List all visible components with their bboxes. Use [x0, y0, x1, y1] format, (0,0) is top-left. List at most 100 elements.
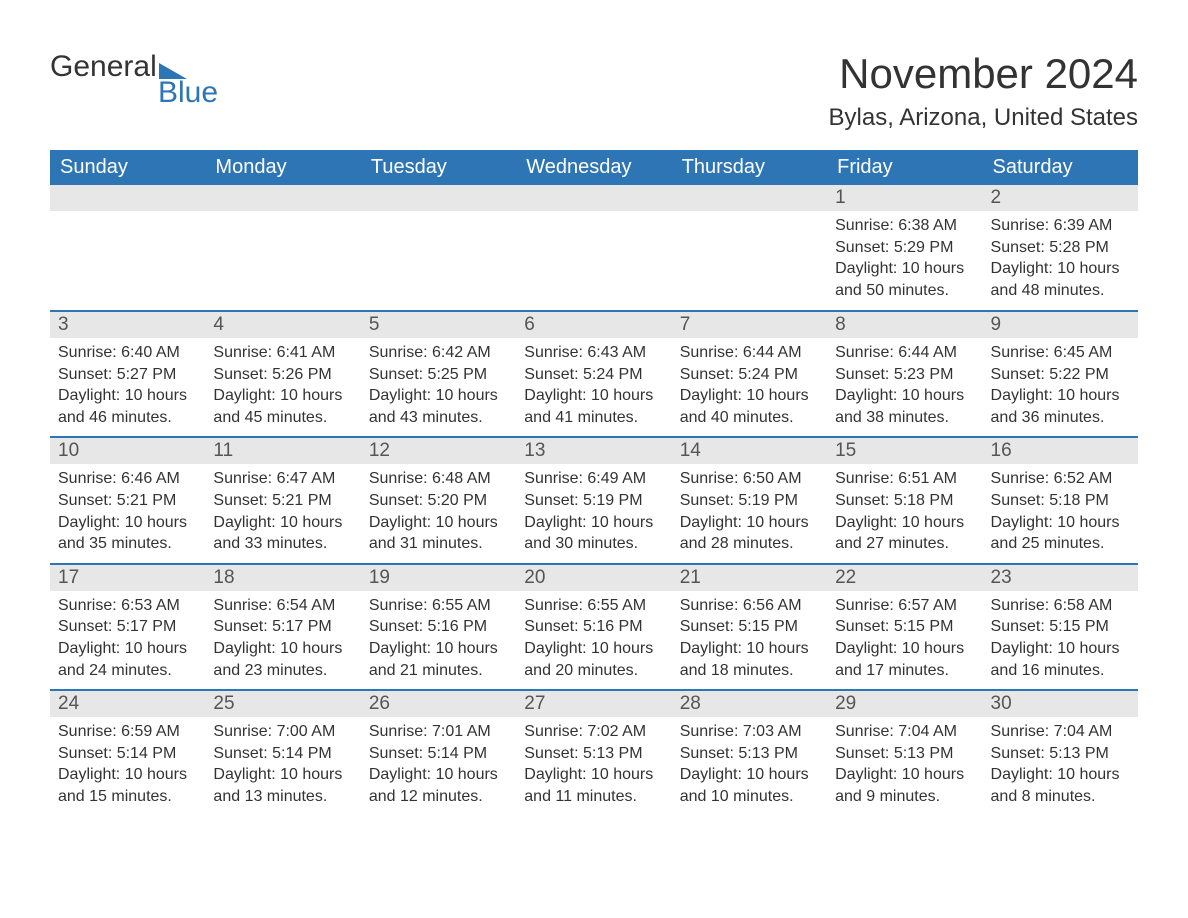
sunset-line: Sunset: 5:24 PM [524, 364, 663, 386]
sunset-line: Sunset: 5:26 PM [213, 364, 352, 386]
sunrise-line: Sunrise: 7:04 AM [835, 721, 974, 743]
day-details: Sunrise: 7:02 AMSunset: 5:13 PMDaylight:… [516, 717, 671, 815]
sunrise-line: Sunrise: 6:46 AM [58, 468, 197, 490]
weekday-header: Tuesday [361, 150, 516, 185]
weekday-header: Saturday [983, 150, 1138, 185]
calendar-cell [672, 185, 827, 311]
sunset-line: Sunset: 5:29 PM [835, 237, 974, 259]
sunset-line: Sunset: 5:14 PM [58, 743, 197, 765]
calendar-cell: 12Sunrise: 6:48 AMSunset: 5:20 PMDayligh… [361, 437, 516, 563]
day-details: Sunrise: 6:44 AMSunset: 5:24 PMDaylight:… [672, 338, 827, 436]
calendar-cell: 15Sunrise: 6:51 AMSunset: 5:18 PMDayligh… [827, 437, 982, 563]
logo-text-2: Blue [158, 76, 218, 110]
day-number: 3 [50, 312, 205, 338]
sunrise-line: Sunrise: 6:58 AM [991, 595, 1130, 617]
calendar-week-row: 24Sunrise: 6:59 AMSunset: 5:14 PMDayligh… [50, 690, 1138, 816]
calendar-cell: 11Sunrise: 6:47 AMSunset: 5:21 PMDayligh… [205, 437, 360, 563]
day-number: 19 [361, 565, 516, 591]
sunrise-line: Sunrise: 6:41 AM [213, 342, 352, 364]
sunset-line: Sunset: 5:18 PM [835, 490, 974, 512]
page-title: November 2024 [829, 50, 1139, 98]
calendar-cell: 24Sunrise: 6:59 AMSunset: 5:14 PMDayligh… [50, 690, 205, 816]
day-details: Sunrise: 7:01 AMSunset: 5:14 PMDaylight:… [361, 717, 516, 815]
day-details: Sunrise: 6:55 AMSunset: 5:16 PMDaylight:… [516, 591, 671, 689]
day-number: 14 [672, 438, 827, 464]
calendar-cell: 23Sunrise: 6:58 AMSunset: 5:15 PMDayligh… [983, 564, 1138, 690]
sunrise-line: Sunrise: 7:01 AM [369, 721, 508, 743]
calendar-cell [50, 185, 205, 311]
sunset-line: Sunset: 5:21 PM [58, 490, 197, 512]
daylight-line: Daylight: 10 hours and 33 minutes. [213, 512, 352, 555]
calendar-cell [361, 185, 516, 311]
weekday-header: Friday [827, 150, 982, 185]
daylight-line: Daylight: 10 hours and 9 minutes. [835, 764, 974, 807]
sunset-line: Sunset: 5:28 PM [991, 237, 1130, 259]
day-details: Sunrise: 6:40 AMSunset: 5:27 PMDaylight:… [50, 338, 205, 436]
day-number: 4 [205, 312, 360, 338]
sunrise-line: Sunrise: 6:48 AM [369, 468, 508, 490]
sunset-line: Sunset: 5:16 PM [524, 616, 663, 638]
calendar-cell [205, 185, 360, 311]
day-number: 20 [516, 565, 671, 591]
daylight-line: Daylight: 10 hours and 8 minutes. [991, 764, 1130, 807]
sunrise-line: Sunrise: 6:44 AM [835, 342, 974, 364]
day-details: Sunrise: 7:04 AMSunset: 5:13 PMDaylight:… [827, 717, 982, 815]
day-number: 24 [50, 691, 205, 717]
day-details: Sunrise: 6:52 AMSunset: 5:18 PMDaylight:… [983, 464, 1138, 562]
day-number: 6 [516, 312, 671, 338]
sunset-line: Sunset: 5:25 PM [369, 364, 508, 386]
day-number: 27 [516, 691, 671, 717]
sunset-line: Sunset: 5:14 PM [369, 743, 508, 765]
calendar-cell: 6Sunrise: 6:43 AMSunset: 5:24 PMDaylight… [516, 311, 671, 437]
daylight-line: Daylight: 10 hours and 41 minutes. [524, 385, 663, 428]
day-number: 23 [983, 565, 1138, 591]
empty-day-header [361, 185, 516, 211]
daylight-line: Daylight: 10 hours and 12 minutes. [369, 764, 508, 807]
sunset-line: Sunset: 5:19 PM [524, 490, 663, 512]
sunrise-line: Sunrise: 6:54 AM [213, 595, 352, 617]
day-number: 5 [361, 312, 516, 338]
day-number: 1 [827, 185, 982, 211]
day-details: Sunrise: 6:55 AMSunset: 5:16 PMDaylight:… [361, 591, 516, 689]
day-details: Sunrise: 6:57 AMSunset: 5:15 PMDaylight:… [827, 591, 982, 689]
day-number: 15 [827, 438, 982, 464]
sunrise-line: Sunrise: 6:38 AM [835, 215, 974, 237]
weekday-header: Monday [205, 150, 360, 185]
sunset-line: Sunset: 5:13 PM [835, 743, 974, 765]
daylight-line: Daylight: 10 hours and 50 minutes. [835, 258, 974, 301]
logo-text-1: General [50, 50, 157, 84]
daylight-line: Daylight: 10 hours and 31 minutes. [369, 512, 508, 555]
sunset-line: Sunset: 5:13 PM [991, 743, 1130, 765]
sunset-line: Sunset: 5:23 PM [835, 364, 974, 386]
calendar-cell [516, 185, 671, 311]
day-details: Sunrise: 6:49 AMSunset: 5:19 PMDaylight:… [516, 464, 671, 562]
sunrise-line: Sunrise: 6:49 AM [524, 468, 663, 490]
calendar-week-row: 10Sunrise: 6:46 AMSunset: 5:21 PMDayligh… [50, 437, 1138, 563]
sunrise-line: Sunrise: 7:04 AM [991, 721, 1130, 743]
daylight-line: Daylight: 10 hours and 21 minutes. [369, 638, 508, 681]
sunset-line: Sunset: 5:15 PM [835, 616, 974, 638]
calendar-cell: 19Sunrise: 6:55 AMSunset: 5:16 PMDayligh… [361, 564, 516, 690]
sunset-line: Sunset: 5:15 PM [680, 616, 819, 638]
daylight-line: Daylight: 10 hours and 27 minutes. [835, 512, 974, 555]
calendar-cell: 17Sunrise: 6:53 AMSunset: 5:17 PMDayligh… [50, 564, 205, 690]
sunset-line: Sunset: 5:20 PM [369, 490, 508, 512]
day-details: Sunrise: 6:45 AMSunset: 5:22 PMDaylight:… [983, 338, 1138, 436]
sunrise-line: Sunrise: 6:47 AM [213, 468, 352, 490]
calendar-cell: 10Sunrise: 6:46 AMSunset: 5:21 PMDayligh… [50, 437, 205, 563]
day-details: Sunrise: 6:44 AMSunset: 5:23 PMDaylight:… [827, 338, 982, 436]
day-details: Sunrise: 6:54 AMSunset: 5:17 PMDaylight:… [205, 591, 360, 689]
sunrise-line: Sunrise: 6:52 AM [991, 468, 1130, 490]
empty-day-header [205, 185, 360, 211]
day-details: Sunrise: 6:47 AMSunset: 5:21 PMDaylight:… [205, 464, 360, 562]
calendar-cell: 30Sunrise: 7:04 AMSunset: 5:13 PMDayligh… [983, 690, 1138, 816]
day-details: Sunrise: 7:04 AMSunset: 5:13 PMDaylight:… [983, 717, 1138, 815]
day-number: 16 [983, 438, 1138, 464]
calendar-cell: 26Sunrise: 7:01 AMSunset: 5:14 PMDayligh… [361, 690, 516, 816]
sunrise-line: Sunrise: 6:44 AM [680, 342, 819, 364]
calendar-cell: 13Sunrise: 6:49 AMSunset: 5:19 PMDayligh… [516, 437, 671, 563]
daylight-line: Daylight: 10 hours and 18 minutes. [680, 638, 819, 681]
calendar-week-row: 1 Sunrise: 6:38 AMSunset: 5:29 PMDaylight… [50, 185, 1138, 311]
day-details: Sunrise: 6:58 AMSunset: 5:15 PMDaylight:… [983, 591, 1138, 689]
calendar-table: SundayMondayTuesdayWednesdayThursdayFrid… [50, 150, 1138, 816]
